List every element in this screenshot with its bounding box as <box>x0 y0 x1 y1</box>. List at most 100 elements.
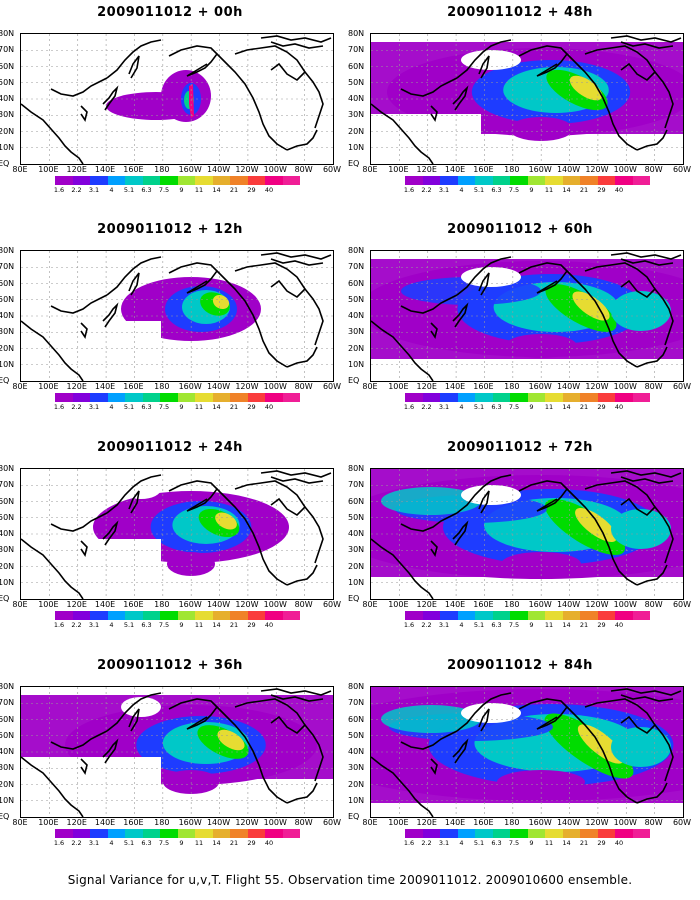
colorbar-label: 14 <box>212 186 221 194</box>
colorbar-swatch <box>195 829 213 838</box>
lat-tick-label: 30N <box>0 327 15 337</box>
variance-map <box>20 468 334 600</box>
colorbar-label: 40 <box>614 621 624 629</box>
lat-tick-label: 60N <box>348 714 365 724</box>
variance-map <box>20 250 334 382</box>
lat-tick-label: 30N <box>0 763 15 773</box>
colorbar-label: 11 <box>544 621 554 629</box>
lon-tick-label: 100E <box>38 165 59 174</box>
lon-tick-label: 120E <box>416 818 437 827</box>
colorbar-label: 7.5 <box>508 839 520 847</box>
map-panel: 2009011012 + 12h 80N 70N 60N 50N 40N 30N 20N 10N… <box>0 222 341 437</box>
colorbar-label: 4 <box>459 186 464 194</box>
colorbar <box>55 176 300 185</box>
colorbar-swatch <box>72 829 90 838</box>
colorbar-label: 1.6 <box>403 839 415 847</box>
colorbar-label: 5.1 <box>473 186 485 194</box>
colorbar-swatch <box>510 611 528 620</box>
lon-tick-label: 160W <box>178 818 202 827</box>
lon-tick-label: 100W <box>263 165 287 174</box>
colorbar-label: 21 <box>579 621 589 629</box>
colorbar-label: 6.3 <box>491 186 502 194</box>
panel-title: 2009011012 + 24h <box>97 440 243 455</box>
colorbar-swatch <box>422 829 440 838</box>
lat-tick-label: 40N <box>348 311 365 320</box>
lat-tick-label: 60N <box>348 278 365 288</box>
colorbar-label: 2.2 <box>71 403 82 411</box>
colorbar-swatch <box>177 393 195 402</box>
colorbar-swatch <box>562 611 580 620</box>
lat-tick-label: 70N <box>348 698 365 708</box>
colorbar-label: 6.3 <box>491 403 502 411</box>
lat-tick-label: 50N <box>0 730 15 740</box>
colorbar-label: 7.5 <box>508 621 520 629</box>
lat-tick-label: 20N <box>0 126 15 136</box>
colorbar-swatch <box>510 176 528 185</box>
lon-tick-label: 80E <box>362 600 378 609</box>
lat-tick-label: 30N <box>348 763 365 773</box>
colorbar-swatch <box>195 393 213 402</box>
lon-tick-label: 160W <box>528 600 552 609</box>
lon-tick-label: 160W <box>528 165 552 174</box>
colorbar-swatch <box>492 829 510 838</box>
colorbar-label: 21 <box>229 186 239 194</box>
lon-tick-label: 80W <box>644 818 663 827</box>
lon-tick-label: 80E <box>12 382 28 391</box>
lat-tick-label: 40N <box>348 94 365 103</box>
lon-tick-label: 80W <box>644 382 663 391</box>
colorbar-swatch <box>615 829 633 838</box>
lon-tick-label: 140W <box>206 818 231 827</box>
lon-tick-label: 100W <box>263 600 287 609</box>
lat-tick-label: 80N <box>0 246 15 255</box>
colorbar-label: 29 <box>247 403 256 411</box>
colorbar-swatch <box>107 611 125 620</box>
lon-tick-label: 160W <box>178 382 202 391</box>
lon-tick-label: 140E <box>94 818 116 827</box>
colorbar-label: 9 <box>179 621 184 629</box>
colorbar-label: 7.5 <box>158 839 170 847</box>
lon-tick-label: 100W <box>613 600 637 609</box>
colorbar-swatch <box>545 393 563 402</box>
figure-caption: Signal Variance for u,v,T. Flight 55. Ob… <box>67 873 633 887</box>
lat-tick-label: 30N <box>0 545 15 555</box>
colorbar-swatch <box>90 176 108 185</box>
colorbar-swatch <box>422 176 440 185</box>
lon-tick-label: 120E <box>66 382 87 391</box>
map-panel: 2009011012 + 84h 80N 70N 60N 50N 40N 30N 20N 10N… <box>348 658 691 873</box>
colorbar-label: 3.1 <box>438 403 450 411</box>
panel-title: 2009011012 + 84h <box>447 658 593 673</box>
colorbar-swatch <box>90 829 108 838</box>
colorbar-label: 4 <box>459 403 464 411</box>
colorbar-swatch <box>597 393 615 402</box>
colorbar-swatch <box>107 176 125 185</box>
colorbar-swatch <box>440 611 458 620</box>
lon-tick-label: 100W <box>613 818 637 827</box>
colorbar-swatch <box>562 829 580 838</box>
lon-tick-label: 80W <box>294 818 313 827</box>
lon-tick-label: 100E <box>38 382 59 391</box>
colorbar-swatch <box>282 393 300 402</box>
colorbar-swatch <box>492 393 510 402</box>
lon-tick-label: 80E <box>12 818 28 827</box>
lat-tick-label: 70N <box>0 698 15 708</box>
colorbar-swatch <box>212 829 230 838</box>
colorbar-swatch <box>475 829 493 838</box>
lon-tick-label: 140W <box>556 382 581 391</box>
colorbar-label: 6.3 <box>141 839 152 847</box>
colorbar-swatch <box>195 176 213 185</box>
colorbar-label: 7.5 <box>158 403 170 411</box>
colorbar-label: 3.1 <box>88 186 100 194</box>
colorbar-swatch <box>632 829 650 838</box>
lon-tick-label: 80W <box>294 165 313 174</box>
colorbar-label: 6.3 <box>141 621 152 629</box>
variance-map <box>20 33 334 165</box>
colorbar-swatch <box>492 611 510 620</box>
colorbar-swatch <box>527 829 545 838</box>
colorbar-label: 11 <box>544 403 554 411</box>
colorbar-label: 3.1 <box>438 186 450 194</box>
colorbar-swatch <box>632 611 650 620</box>
colorbar-label: 9 <box>529 186 534 194</box>
colorbar-swatch <box>527 611 545 620</box>
colorbar-swatch <box>282 611 300 620</box>
lon-tick-label: 120W <box>585 165 609 174</box>
